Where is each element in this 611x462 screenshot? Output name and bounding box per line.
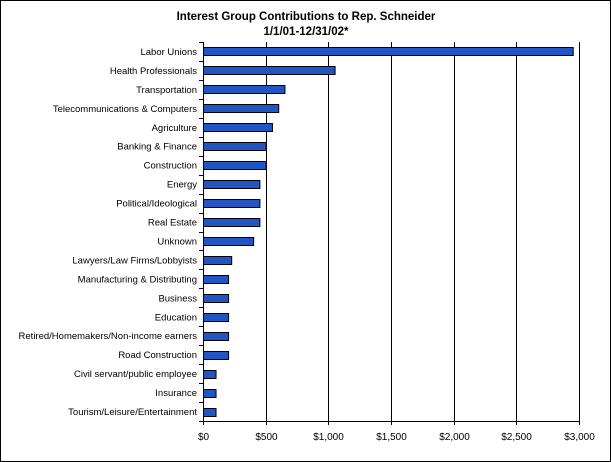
bar	[203, 123, 273, 132]
bar	[203, 313, 230, 322]
bar	[203, 332, 230, 341]
x-tick-label: $1,500	[376, 432, 407, 443]
category-label: Health Professionals	[110, 66, 197, 77]
bar	[203, 351, 230, 360]
category-label: Business	[158, 293, 197, 304]
bar	[203, 408, 217, 417]
x-tick-label: $1,000	[313, 432, 344, 443]
category-label: Transportation	[136, 85, 197, 96]
bar	[203, 142, 267, 151]
x-tick-label: $2,000	[439, 432, 470, 443]
bar	[203, 161, 267, 170]
category-label: Telecommunications & Computers	[53, 104, 197, 115]
gridlines	[266, 42, 580, 421]
category-label: Political/Ideological	[116, 199, 197, 210]
bar	[203, 199, 261, 208]
category-label: Civil servant/public employee	[74, 369, 197, 380]
bar	[203, 104, 280, 113]
category-label: Banking & Finance	[117, 142, 197, 153]
category-label: Education	[155, 312, 197, 323]
category-label: Manufacturing & Distributing	[78, 274, 197, 285]
bars	[203, 47, 574, 417]
category-label: Road Construction	[118, 350, 197, 361]
category-label: Construction	[144, 161, 197, 172]
bar	[203, 389, 217, 398]
axes	[199, 42, 580, 425]
category-label: Labor Unions	[140, 47, 197, 58]
category-label: Retired/Homemakers/Non-income earners	[19, 331, 198, 342]
x-tick-label: $500	[255, 432, 278, 443]
bar	[203, 275, 230, 284]
category-label: Lawyers/Law Firms/Lobbyists	[72, 255, 197, 266]
category-label: Tourism/Leisure/Entertainment	[68, 407, 197, 418]
category-label: Agriculture	[152, 123, 197, 134]
bar	[203, 180, 261, 189]
bar	[203, 85, 286, 94]
x-tick-label: $2,500	[501, 432, 532, 443]
x-tick-label: $3,000	[564, 432, 595, 443]
bar	[203, 237, 255, 246]
category-label: Energy	[167, 180, 197, 191]
bar	[203, 47, 574, 56]
bar	[203, 294, 230, 303]
chart-subtitle: 1/1/01-12/31/02*	[263, 26, 349, 38]
category-labels: Labor Unions Health Professionals Transpor…	[19, 47, 198, 418]
x-tick-label: $0	[198, 432, 210, 443]
category-label: Unknown	[157, 236, 197, 247]
category-label: Real Estate	[148, 218, 197, 229]
category-label: Insurance	[155, 388, 197, 399]
bar	[203, 66, 336, 75]
bar	[203, 256, 233, 265]
tick-labels: $0 $500 $1,000 $1,500 $2,000 $2,500 $3,000	[198, 432, 595, 443]
bar	[203, 218, 261, 227]
chart-title: Interest Group Contributions to Rep. Sch…	[177, 11, 436, 23]
bar	[203, 370, 217, 379]
